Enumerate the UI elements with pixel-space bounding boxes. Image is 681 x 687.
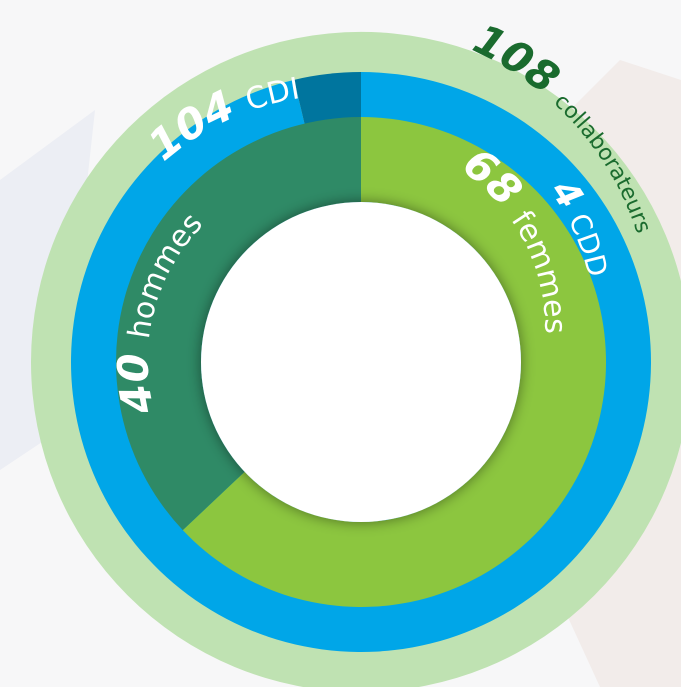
ring-2-slice-femmes — [182, 117, 606, 608]
ring-2-slice-hommes — [116, 117, 362, 531]
center-disc — [201, 202, 521, 522]
